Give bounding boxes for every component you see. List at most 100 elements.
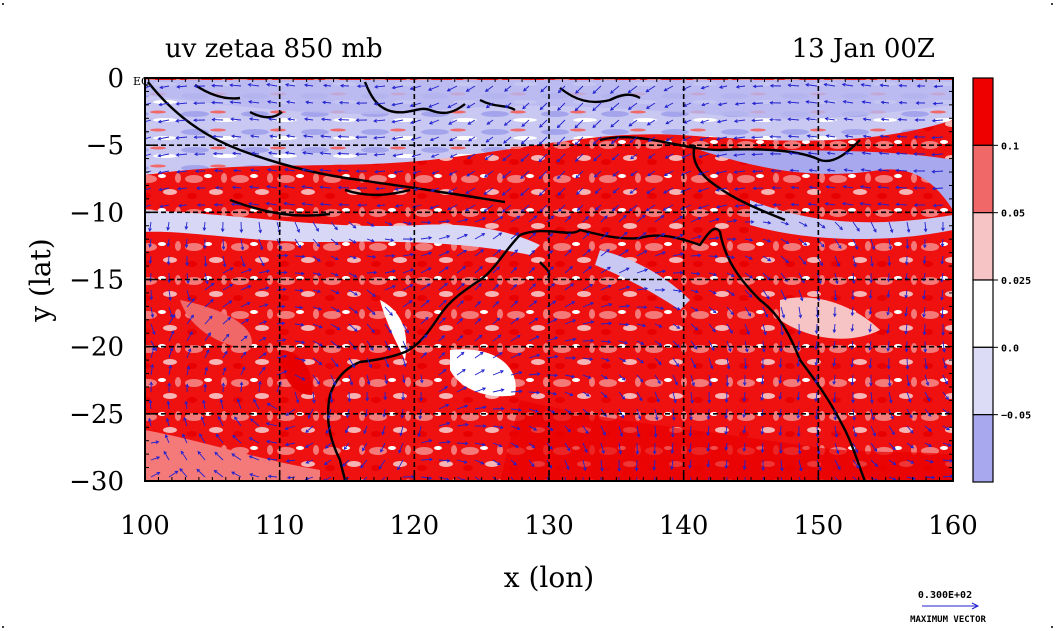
wind-arrow bbox=[841, 201, 854, 206]
wind-arrow bbox=[510, 371, 523, 376]
wind-arrow bbox=[222, 333, 230, 342]
wind-arrow bbox=[168, 313, 176, 325]
wind-arrow bbox=[456, 318, 463, 325]
wind-arrow bbox=[528, 249, 536, 257]
wind-arrow bbox=[384, 221, 393, 226]
wind-arrow bbox=[446, 85, 458, 92]
wind-arrow bbox=[805, 83, 818, 87]
wind-arrow bbox=[636, 391, 643, 402]
wind-arrow bbox=[556, 153, 566, 163]
wind-arrow bbox=[286, 134, 296, 138]
wind-arrow bbox=[528, 335, 540, 342]
wind-arrow bbox=[654, 323, 663, 328]
wind-arrow bbox=[474, 424, 487, 428]
wind-arrow bbox=[381, 425, 386, 436]
wind-arrow bbox=[492, 442, 503, 448]
wind-arrow bbox=[670, 459, 674, 471]
wind-arrow bbox=[258, 320, 268, 325]
wind-arrow bbox=[510, 215, 521, 223]
wind-arrow bbox=[582, 391, 590, 397]
wind-arrow bbox=[301, 168, 314, 172]
wind-arrow bbox=[610, 136, 620, 145]
wind-arrow bbox=[796, 408, 801, 420]
wind-arrow bbox=[627, 85, 638, 94]
wind-arrow bbox=[501, 187, 512, 196]
wind-arrow bbox=[852, 459, 860, 469]
wind-arrow bbox=[664, 153, 674, 159]
wind-arrow bbox=[417, 425, 422, 438]
wind-arrow bbox=[217, 415, 224, 427]
wind-arrow bbox=[647, 170, 656, 177]
wind-arrow bbox=[438, 352, 446, 359]
wind-arrow bbox=[186, 298, 195, 308]
wind-arrow bbox=[888, 221, 894, 234]
wind-arrow bbox=[168, 289, 172, 302]
wind-arrow bbox=[842, 100, 854, 104]
wind-arrow bbox=[528, 283, 537, 291]
wind-arrow bbox=[852, 425, 858, 438]
wind-arrow bbox=[305, 425, 314, 434]
y-tick-label: −20 bbox=[69, 333, 124, 363]
wind-arrow bbox=[834, 459, 841, 471]
wind-arrow bbox=[211, 100, 224, 105]
wind-arrow bbox=[355, 118, 368, 123]
wind-arrow bbox=[834, 255, 840, 268]
wind-arrow bbox=[213, 168, 224, 173]
map-title: uv zetaa 850 mb bbox=[165, 34, 383, 64]
wind-arrow bbox=[582, 357, 594, 361]
wind-arrow bbox=[184, 400, 189, 410]
wind-arrow bbox=[916, 84, 926, 88]
wind-arrow bbox=[438, 421, 451, 427]
wind-arrow bbox=[942, 425, 950, 431]
wind-arrow bbox=[618, 322, 630, 327]
wind-arrow bbox=[366, 270, 378, 275]
wind-arrow bbox=[582, 459, 587, 472]
wind-arrow bbox=[844, 134, 854, 139]
wind-arrow bbox=[582, 338, 595, 343]
wind-arrow bbox=[510, 249, 519, 257]
wind-arrow bbox=[860, 83, 872, 87]
wind-arrow bbox=[905, 238, 910, 250]
wind-arrow bbox=[248, 117, 260, 121]
wind-arrow bbox=[484, 85, 494, 92]
wind-arrow bbox=[733, 187, 746, 191]
wind-arrow bbox=[726, 272, 735, 277]
wind-arrow bbox=[447, 187, 458, 193]
wind-arrow bbox=[528, 408, 539, 413]
wind-arrow bbox=[574, 136, 584, 146]
wind-arrow bbox=[942, 474, 953, 479]
wind-arrow bbox=[751, 101, 764, 106]
wind-arrow bbox=[796, 425, 801, 437]
y-tick-label: −5 bbox=[86, 131, 124, 161]
wind-arrow bbox=[762, 289, 770, 300]
wind-arrow bbox=[834, 221, 843, 231]
wind-arrow bbox=[906, 425, 914, 434]
wind-arrow bbox=[825, 134, 836, 138]
wind-arrow bbox=[690, 391, 694, 404]
wind-arrow bbox=[575, 85, 584, 94]
wind-arrow bbox=[258, 221, 262, 234]
wind-arrow bbox=[304, 442, 314, 448]
wind-arrow bbox=[456, 404, 469, 410]
wind-arrow bbox=[485, 102, 494, 109]
wind-arrow bbox=[600, 425, 606, 436]
wind-arrow bbox=[307, 408, 314, 420]
wind-arrow bbox=[662, 204, 674, 211]
wind-arrow bbox=[762, 323, 767, 336]
wind-arrow bbox=[726, 306, 735, 316]
wind-arrow bbox=[467, 119, 476, 125]
wind-arrow bbox=[215, 433, 224, 444]
wind-arrow bbox=[145, 102, 152, 107]
wind-arrow bbox=[618, 267, 630, 274]
wind-arrow bbox=[166, 221, 170, 231]
wind-arrow bbox=[654, 374, 661, 385]
wind-arrow bbox=[360, 459, 368, 469]
wind-arrow bbox=[266, 83, 278, 87]
wind-arrow bbox=[824, 117, 836, 121]
wind-arrow bbox=[492, 216, 504, 223]
wind-arrow bbox=[931, 169, 944, 174]
wind-arrow bbox=[859, 185, 872, 189]
wind-arrow bbox=[744, 255, 753, 260]
wind-arrow bbox=[932, 101, 944, 106]
wind-arrow bbox=[384, 340, 391, 351]
